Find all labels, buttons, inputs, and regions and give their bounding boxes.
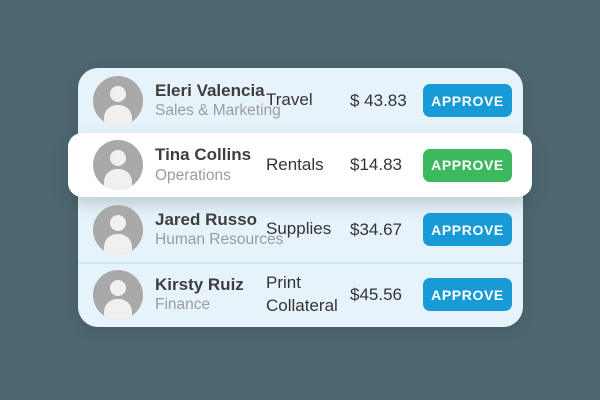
employee-department: Human Resources <box>155 231 284 248</box>
avatar <box>93 68 143 133</box>
user-icon <box>93 75 143 126</box>
avatar <box>93 133 143 197</box>
employee-name: Kirsty Ruiz <box>155 274 244 294</box>
employee-name: Jared Russo <box>155 209 258 229</box>
employee-department: Sales & Marketing <box>155 102 281 119</box>
employee-name: Tina Collins <box>155 145 252 165</box>
expense-category: Rentals <box>266 154 324 174</box>
user-icon <box>93 204 143 255</box>
approval-row: Kirsty Ruiz Finance Print Collateral $45… <box>0 262 600 327</box>
employee-info: Kirsty Ruiz Finance <box>155 262 265 327</box>
expense-amount: $14.83 <box>350 155 402 174</box>
user-icon <box>93 269 143 320</box>
row-divider <box>78 262 523 264</box>
approve-button[interactable]: APPROVE <box>423 148 512 182</box>
approve-button[interactable]: APPROVE <box>423 278 512 311</box>
employee-info: Jared Russo Human Resources <box>155 197 283 262</box>
employee-name: Eleri Valencia <box>155 80 265 100</box>
expense-category: Supplies <box>266 219 332 239</box>
expense-category: Print Collateral <box>266 273 338 315</box>
approval-row-highlighted: Tina Collins Operations Rentals $14.83 A… <box>0 133 600 197</box>
expense-category: Travel <box>266 90 313 110</box>
approve-button[interactable]: APPROVE <box>423 84 512 117</box>
expense-amount: $34.67 <box>350 219 402 239</box>
employee-department: Finance <box>155 296 211 313</box>
avatar <box>93 262 143 327</box>
expense-amount: $45.56 <box>350 284 402 304</box>
approval-row: Eleri Valencia Sales & Marketing Travel … <box>0 68 600 133</box>
employee-department: Operations <box>155 166 231 184</box>
employee-info: Eleri Valencia Sales & Marketing <box>155 68 281 133</box>
user-icon <box>93 140 143 190</box>
approval-row: Jared Russo Human Resources Supplies $34… <box>0 197 600 262</box>
employee-info: Tina Collins Operations <box>155 133 265 197</box>
expense-amount: $ 43.83 <box>350 90 407 110</box>
approve-button[interactable]: APPROVE <box>423 213 512 246</box>
avatar <box>93 197 143 262</box>
